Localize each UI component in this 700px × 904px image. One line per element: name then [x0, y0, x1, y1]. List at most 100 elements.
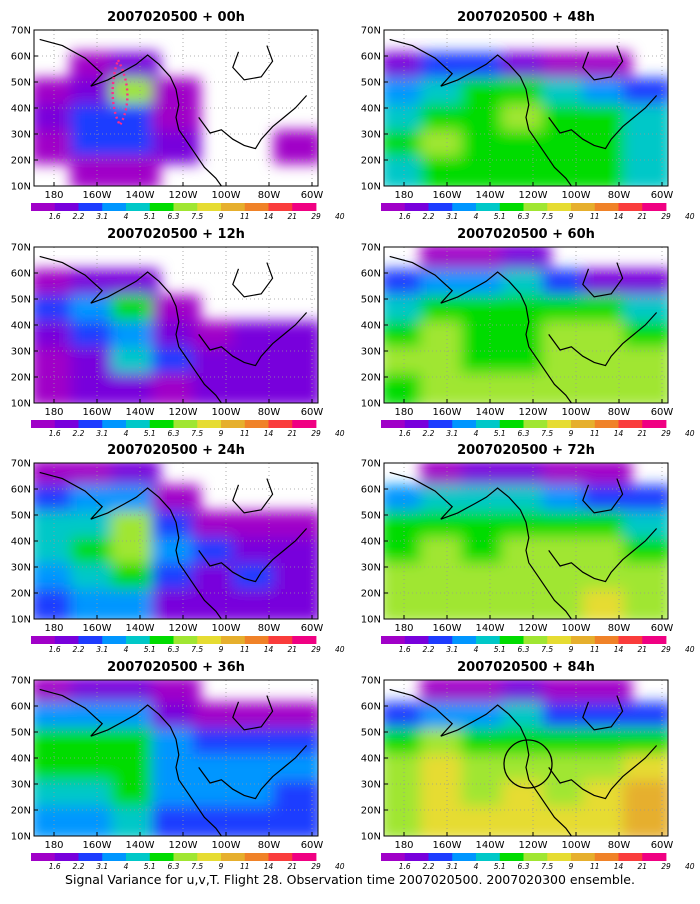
lat-label: 50N	[361, 511, 381, 522]
colorbar-label: 2.2	[423, 862, 435, 871]
lon-label: 80W	[258, 840, 281, 851]
lat-label: 20N	[361, 589, 381, 600]
lat-label: 40N	[361, 104, 381, 115]
heatmap-cell	[501, 373, 551, 403]
colorbar-swatch	[31, 203, 56, 211]
lat-label: 10N	[11, 399, 31, 410]
heatmap-cell	[151, 589, 201, 619]
lat-label: 30N	[11, 780, 31, 791]
colorbar-label: 40	[335, 645, 345, 654]
lat-label: 70N	[11, 243, 31, 254]
colorbar: 1.6 2.2 3.1 4 5.1 6.3 7.5 9 11 14 21 29 40	[31, 853, 345, 871]
panel-title: 2007020500 + 36h	[107, 660, 245, 675]
colorbar-label: 6.3	[518, 429, 530, 438]
colorbar-label: 3.1	[446, 429, 458, 438]
lat-label: 20N	[361, 373, 381, 384]
colorbar-label: 3.1	[446, 645, 458, 654]
coastline	[39, 688, 222, 836]
colorbar-label: 1.6	[399, 862, 411, 871]
colorbar-swatch	[126, 853, 151, 861]
colorbar-label: 11	[240, 429, 250, 438]
colorbar-label: 4	[124, 645, 129, 654]
colorbar-label: 1.6	[49, 212, 61, 221]
colorbar-swatch	[173, 420, 198, 428]
lon-label: 80W	[608, 623, 631, 634]
colorbar-swatch	[292, 853, 317, 861]
colorbar-label: 5.1	[494, 645, 506, 654]
colorbar-label: 40	[335, 212, 345, 221]
colorbar-swatch	[452, 853, 477, 861]
colorbar: 1.6 2.2 3.1 4 5.1 6.3 7.5 9 11 14 21 29 40	[381, 636, 695, 654]
lat-label: 40N	[361, 321, 381, 332]
coastline	[582, 695, 624, 731]
lat-label: 30N	[361, 563, 381, 574]
colorbar-label: 11	[590, 429, 600, 438]
heatmap-cell	[111, 806, 160, 836]
colorbar-label: 6.3	[518, 212, 530, 221]
colorbar-label: 14	[264, 645, 274, 654]
heatmap-cell	[70, 373, 120, 403]
lat-label: 20N	[361, 156, 381, 167]
colorbar-label: 6.3	[168, 862, 180, 871]
colorbar-swatch	[618, 853, 643, 861]
coastline	[389, 688, 572, 836]
colorbar-swatch	[428, 420, 453, 428]
heatmap-cell	[232, 373, 282, 403]
lon-label: 100W	[562, 623, 591, 634]
heatmap-cell	[501, 156, 551, 186]
colorbar-swatch	[476, 203, 501, 211]
lat-label: 30N	[361, 780, 381, 791]
colorbar-label: 7.5	[541, 212, 553, 221]
colorbar-label: 3.1	[96, 212, 108, 221]
lon-label: 140W	[476, 190, 505, 201]
colorbar-swatch	[221, 420, 246, 428]
lon-label: 160W	[433, 407, 462, 418]
coastline	[548, 745, 658, 800]
coastline	[582, 262, 624, 298]
lat-label: 60N	[11, 485, 31, 496]
colorbar-label: 6.3	[518, 862, 530, 871]
coastline	[232, 695, 274, 731]
colorbar-label: 21	[637, 862, 647, 871]
heatmap-cell	[420, 806, 470, 836]
colorbar-swatch	[618, 636, 643, 644]
coastline	[198, 528, 308, 583]
colorbar: 1.6 2.2 3.1 4 5.1 6.3 7.5 9 11 14 21 29 40	[31, 420, 345, 438]
colorbar-swatch	[547, 636, 572, 644]
lon-label: 60W	[301, 407, 324, 418]
colorbar-swatch	[221, 203, 246, 211]
colorbar-swatch	[197, 203, 222, 211]
colorbar-swatch	[499, 203, 524, 211]
colorbar-swatch	[547, 420, 572, 428]
heatmap-cell	[461, 156, 510, 186]
lat-label: 40N	[11, 754, 31, 765]
colorbar-label: 1.6	[399, 212, 411, 221]
heatmap-cell	[70, 806, 120, 836]
heatmap-cell	[420, 589, 470, 619]
panel-7: 2007020500 + 84h 10N 20N 30N 40N 50N 60N 70N 180…	[361, 660, 695, 871]
lon-label: 120W	[519, 840, 548, 851]
colorbar-label: 1.6	[49, 429, 61, 438]
heatmap-cell	[273, 373, 318, 403]
colorbar-label: 40	[685, 429, 695, 438]
colorbar-label: 21	[287, 645, 297, 654]
lon-label: 180	[394, 840, 413, 851]
lat-label: 70N	[361, 459, 381, 470]
heatmap-cell	[420, 156, 470, 186]
lat-label: 40N	[361, 537, 381, 548]
coastline	[198, 95, 308, 150]
colorbar-label: 21	[637, 212, 647, 221]
lon-label: 180	[394, 190, 413, 201]
lat-label: 60N	[11, 52, 31, 63]
colorbar-swatch	[102, 636, 127, 644]
lat-label: 10N	[361, 615, 381, 626]
lat-label: 20N	[11, 806, 31, 817]
colorbar-label: 9	[569, 212, 574, 221]
colorbar-label: 6.3	[518, 645, 530, 654]
colorbar-swatch	[149, 203, 174, 211]
colorbar-swatch	[149, 636, 174, 644]
colorbar-label: 6.3	[168, 212, 180, 221]
colorbar-swatch	[268, 420, 293, 428]
colorbar: 1.6 2.2 3.1 4 5.1 6.3 7.5 9 11 14 21 29 40	[381, 420, 695, 438]
